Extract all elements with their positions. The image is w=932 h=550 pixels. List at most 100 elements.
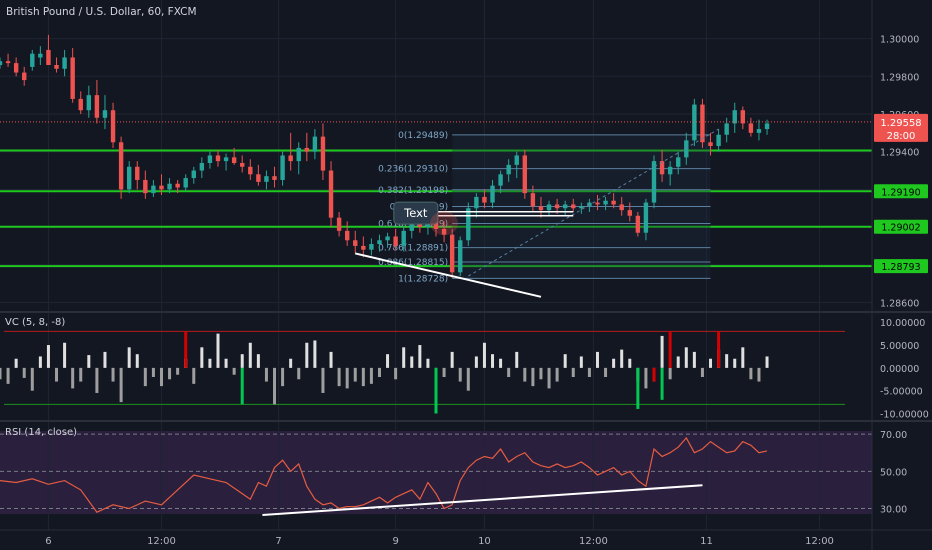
vc-bar	[620, 349, 624, 368]
drawing-annotations[interactable]: Text	[355, 128, 719, 298]
vc-tick-label: 0.00000	[880, 364, 919, 375]
candle-body	[353, 240, 358, 246]
candle-body	[458, 240, 463, 273]
price-trend-line[interactable]	[355, 252, 542, 298]
current-price-tag[interactable]	[874, 113, 928, 142]
vc-bar	[329, 351, 333, 368]
dashed-trend-line[interactable]	[468, 128, 719, 277]
fib-level-label: 0.786(1.28891)	[378, 244, 448, 254]
rsi-trend-line[interactable]	[262, 484, 703, 516]
candle-body	[312, 136, 318, 152]
highlight-ellipse	[430, 211, 459, 236]
candle-body	[417, 223, 423, 228]
level-price-tag[interactable]	[874, 184, 928, 199]
vc-bar	[604, 367, 608, 377]
vc-bar	[644, 367, 648, 389]
vc-bar	[46, 345, 50, 368]
candle-body	[579, 206, 584, 209]
vc-bar	[595, 351, 599, 368]
candle-body	[522, 155, 528, 194]
vc-bar	[361, 367, 365, 387]
vc-title: VC (5, 8, -8)	[5, 317, 65, 328]
candle-body	[54, 65, 59, 69]
fib-level-label: 0(1.29489)	[398, 131, 448, 141]
vc-bar	[547, 367, 551, 389]
vc-bar	[55, 367, 59, 382]
vc-bar	[0, 367, 2, 380]
vc-bar	[765, 356, 769, 368]
candle-body	[183, 178, 188, 188]
vc-bar	[240, 354, 244, 368]
candle-body	[490, 185, 495, 203]
vc-bar	[176, 367, 180, 375]
level-price-tag[interactable]	[874, 219, 928, 234]
candle-body	[530, 193, 536, 207]
candle-body	[385, 236, 390, 241]
candle-body	[223, 157, 229, 162]
vc-tick-label: -10.00000	[880, 410, 929, 421]
level-price-tag[interactable]	[874, 259, 928, 274]
candle-body	[94, 95, 100, 118]
time-axis[interactable]: 6 12:00 7 9 10 12:00 11 12:00	[45, 536, 834, 547]
vc-bar	[482, 342, 486, 368]
vc-bar	[394, 367, 398, 380]
vc-bar	[216, 333, 220, 368]
candle-body	[344, 230, 350, 241]
vc-bar	[305, 342, 309, 368]
candle-body	[498, 174, 503, 186]
time-tick-label: 11	[700, 536, 713, 547]
candle-body	[38, 53, 43, 58]
fib-level-label: 1(1.28728)	[398, 274, 448, 284]
candle-body	[5, 61, 11, 64]
vc-red-bar	[652, 367, 656, 382]
candle-body	[514, 155, 519, 165]
vc-bar	[208, 358, 212, 368]
candle-body	[635, 215, 641, 233]
vc-bar	[474, 356, 478, 368]
vc-bar	[30, 367, 34, 391]
time-tick-label: 12:00	[805, 536, 834, 547]
candle-body	[546, 204, 552, 211]
vc-bar	[248, 342, 252, 368]
price-axis[interactable]: 1.300001.298001.296001.294001.291901.290…	[0, 35, 929, 516]
vc-bar	[127, 347, 131, 368]
vc-bar	[450, 351, 454, 368]
vc-bar	[135, 354, 139, 368]
candle-body	[676, 157, 681, 167]
text-label-box[interactable]	[393, 201, 439, 225]
vc-bar	[426, 358, 430, 368]
vc-bar	[660, 335, 664, 368]
candle-body	[256, 174, 261, 182]
vc-bar	[119, 367, 123, 403]
candle-body	[296, 147, 301, 162]
candle-body	[441, 228, 447, 235]
vc-bar	[192, 367, 196, 384]
candle-body	[764, 123, 770, 130]
candle-body	[466, 208, 471, 241]
vc-bar	[79, 367, 83, 382]
candle-body	[199, 163, 205, 171]
vc-bar	[458, 367, 462, 382]
vc-bar	[200, 347, 204, 368]
vc-tick-label: 10.00000	[880, 318, 925, 329]
candle-body	[627, 210, 632, 216]
candle-body	[571, 204, 576, 209]
candle-body	[651, 161, 657, 203]
time-tick-label: 9	[392, 536, 398, 547]
candle-body	[13, 63, 19, 73]
price-tick-label: 1.29400	[880, 148, 919, 159]
candle-body	[151, 185, 156, 194]
candle-body	[377, 240, 382, 245]
candle-body	[740, 110, 746, 124]
candle-body	[143, 179, 148, 194]
fib-level-label: 0.382(1.29198)	[378, 186, 448, 196]
price-tick-label: 1.29800	[880, 72, 919, 83]
candle-body	[361, 245, 366, 250]
vc-red-bar	[184, 331, 188, 368]
vc-bar	[491, 354, 495, 368]
rsi-title: RSI (14, close)	[5, 427, 77, 438]
vc-indicator-pane	[0, 330, 845, 414]
candle-body	[175, 183, 180, 188]
candle-body	[369, 244, 374, 250]
